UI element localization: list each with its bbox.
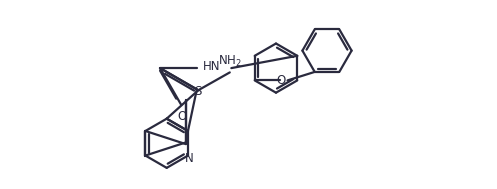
Text: HN: HN <box>203 60 220 73</box>
Text: N: N <box>184 152 193 165</box>
Text: S: S <box>194 85 201 98</box>
Text: O: O <box>177 110 187 123</box>
Text: O: O <box>276 74 286 87</box>
Text: NH$_2$: NH$_2$ <box>218 54 242 69</box>
